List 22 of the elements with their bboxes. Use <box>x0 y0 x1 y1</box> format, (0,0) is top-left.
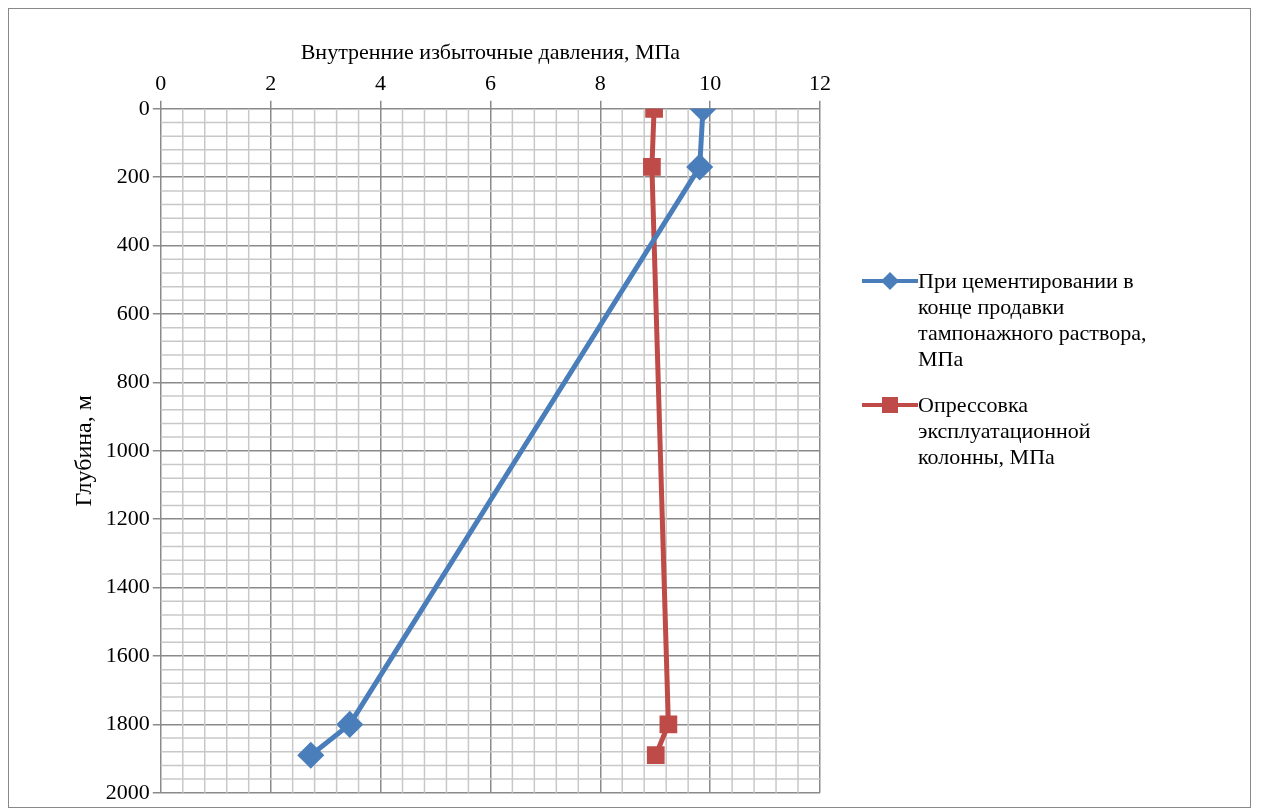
y-tick-label: 1600 <box>105 641 150 667</box>
y-tick-label: 1400 <box>105 573 150 599</box>
x-tick-label: 8 <box>594 70 606 96</box>
x-tick-label: 4 <box>375 70 387 96</box>
y-tick-label: 1000 <box>105 436 150 462</box>
x-axis-title: Внутренние избыточные давления, МПа <box>300 38 681 64</box>
x-tick-label: 12 <box>809 70 831 96</box>
x-tick-label: 2 <box>265 70 277 96</box>
y-tick-label: 1200 <box>105 504 150 530</box>
y-tick-label: 1800 <box>105 710 150 736</box>
legend-label: При цементировании в конце продавки тампонажного раствора, МПа <box>918 268 1148 372</box>
x-tick-label: 6 <box>484 70 496 96</box>
legend-label: Опрессовка эксплуатационной колонны, МПа <box>918 392 1092 470</box>
y-tick-label: 600 <box>116 299 150 325</box>
y-tick-label: 0 <box>138 94 150 120</box>
x-tick-label: 10 <box>699 70 722 96</box>
y-tick-label: 200 <box>116 162 150 188</box>
y-tick-label: 400 <box>116 231 150 257</box>
y-axis-title: Глубина, м <box>69 395 96 507</box>
y-tick-label: 2000 <box>105 778 150 804</box>
y-tick-label: 800 <box>116 368 150 394</box>
x-tick-label: 0 <box>155 70 167 96</box>
